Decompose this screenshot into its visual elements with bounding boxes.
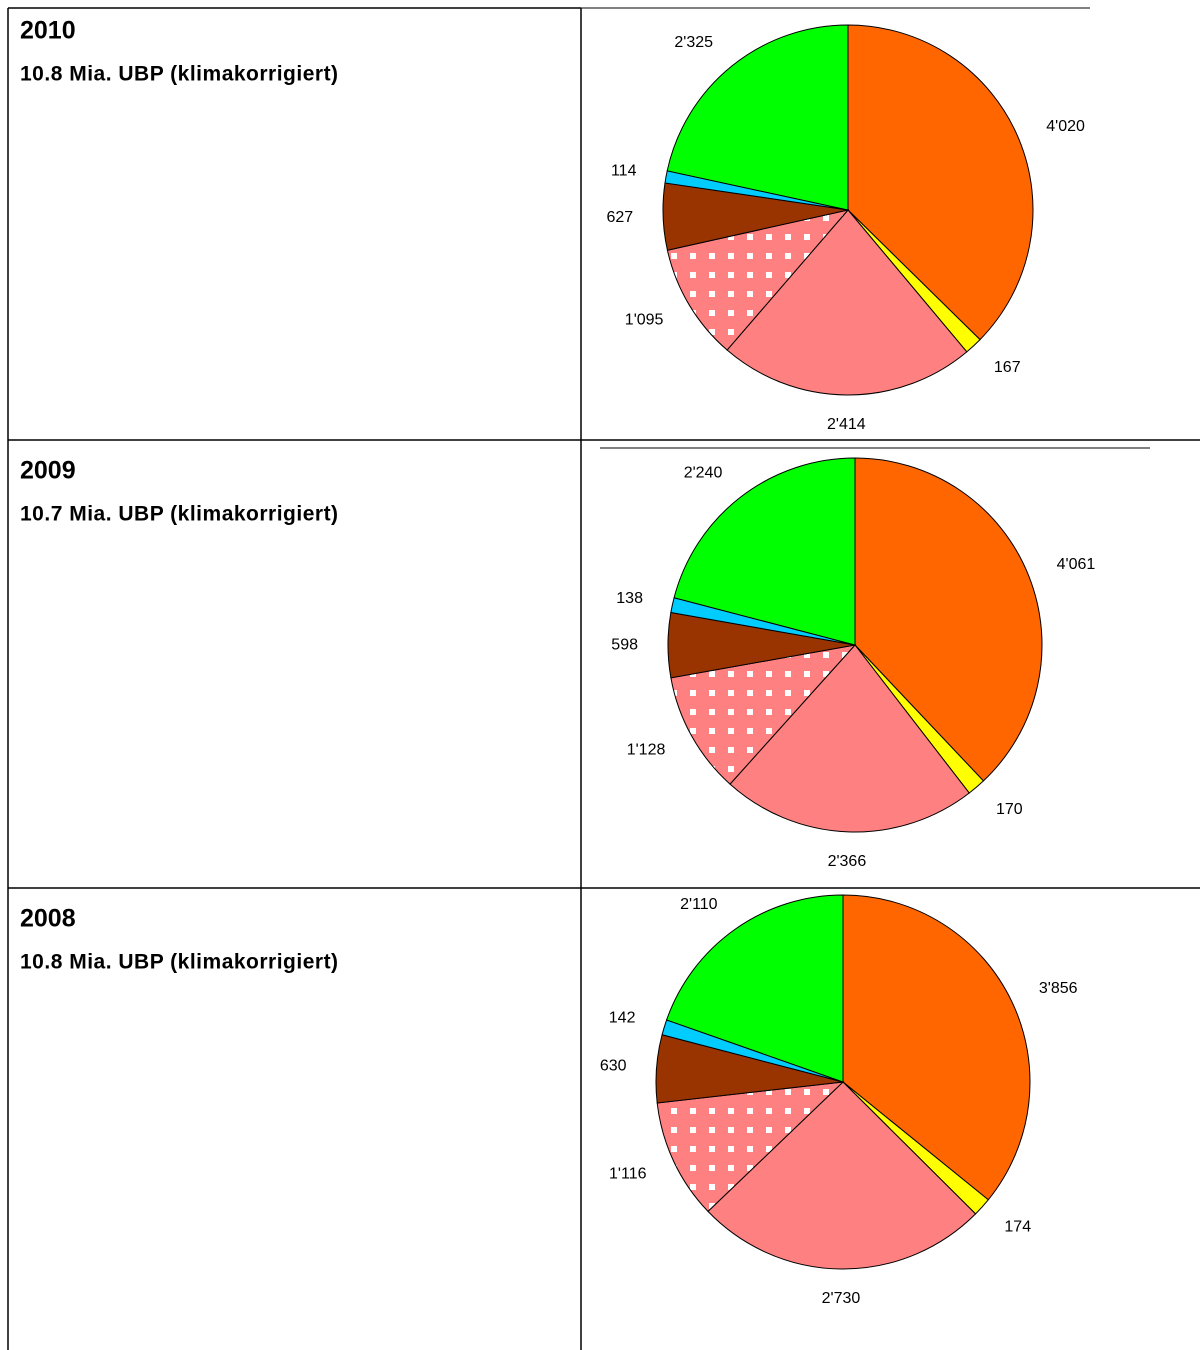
value-label: 1'128 <box>627 742 666 759</box>
chart-subtitle: 10.8 Mia. UBP (klimakorrigiert) <box>20 63 339 86</box>
value-label: 1'095 <box>625 312 664 329</box>
value-label: 2'240 <box>684 464 723 481</box>
pie-slice <box>726 209 968 396</box>
pie-slice <box>670 644 857 785</box>
pie-slice <box>666 209 850 351</box>
value-label: 598 <box>611 636 638 653</box>
pie-slice <box>666 24 849 211</box>
pie-slice <box>854 457 1043 782</box>
value-label: 2'414 <box>827 416 866 433</box>
chart-subtitle: 10.8 Mia. UBP (klimakorrigiert) <box>20 951 339 974</box>
value-label: 1'116 <box>609 1165 647 1182</box>
value-label: 3'856 <box>1039 980 1078 997</box>
chart-title: 2009 <box>20 457 76 485</box>
value-label: 2'325 <box>674 34 713 51</box>
value-label: 4'020 <box>1046 118 1085 135</box>
value-label: 2'110 <box>680 896 718 913</box>
value-label: 4'061 <box>1057 556 1096 573</box>
value-label: 627 <box>606 209 633 226</box>
pie-slice <box>656 1081 845 1213</box>
value-label: 174 <box>1004 1218 1031 1235</box>
value-label: 170 <box>996 801 1023 818</box>
pie-slice <box>729 644 970 833</box>
pie-slice <box>842 894 1031 1201</box>
value-label: 114 <box>611 163 637 180</box>
value-label: 2'730 <box>822 1290 861 1307</box>
pie-slice <box>665 894 844 1083</box>
chart-title: 2010 <box>20 17 76 45</box>
chart-title: 2008 <box>20 905 76 933</box>
chart-subtitle: 10.7 Mia. UBP (klimakorrigiert) <box>20 503 339 526</box>
value-label: 167 <box>994 359 1021 376</box>
value-label: 2'366 <box>828 853 867 870</box>
pie-slice <box>707 1081 977 1270</box>
value-label: 630 <box>600 1058 627 1075</box>
value-label: 138 <box>616 590 643 607</box>
pie-slice <box>673 457 856 646</box>
value-label: 142 <box>609 1010 636 1027</box>
pie-slice <box>847 24 1034 341</box>
